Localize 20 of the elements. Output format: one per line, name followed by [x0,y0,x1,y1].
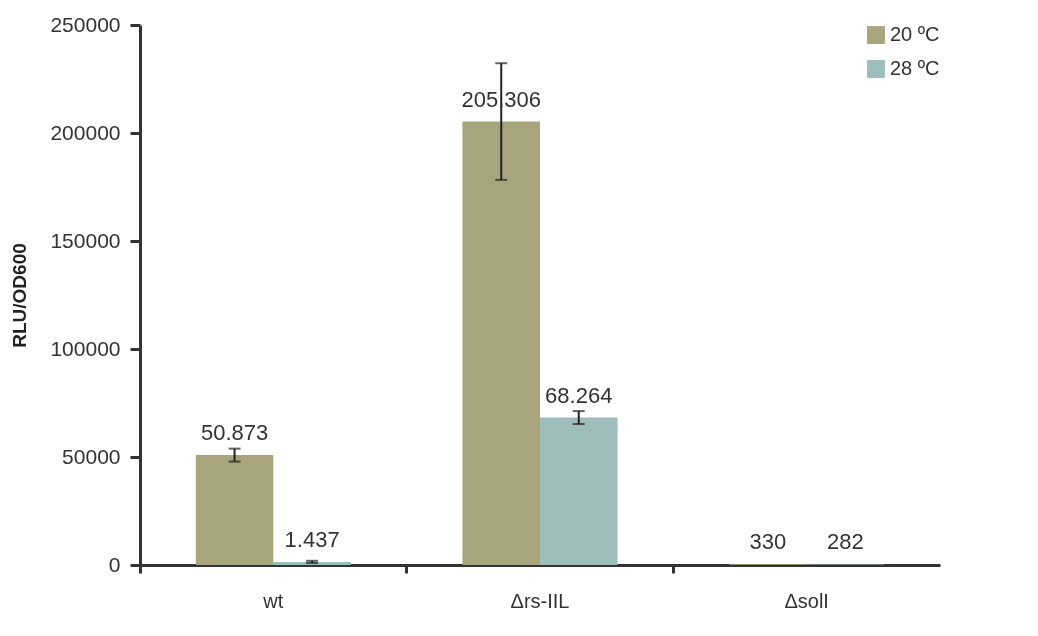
y-tick-label: 200000 [50,120,121,144]
bar [540,417,618,565]
data-label: 50.873 [200,420,269,446]
bar [195,455,274,565]
y-tick-label: 250000 [50,12,121,36]
data-label: 330 [749,529,787,555]
y-tick-label: 0 [108,552,121,576]
data-label: 282 [827,529,864,555]
x-tick-label: wt [262,589,284,612]
y-tick-label: 100000 [50,336,121,360]
x-tick-label: ΔsolI [784,589,829,612]
x-tick-label: Δrs-IIL [510,589,570,612]
legend-label: 20 ºC [890,23,940,45]
y-tick-label: 50000 [62,444,121,468]
data-label: 1.437 [284,526,340,552]
y-axis-title: RLU/OD600 [9,243,31,348]
bar [462,121,540,565]
data-label: 68.264 [545,382,613,408]
y-tick-label: 150000 [50,228,121,252]
legend-label: 28 ºC [890,57,940,79]
